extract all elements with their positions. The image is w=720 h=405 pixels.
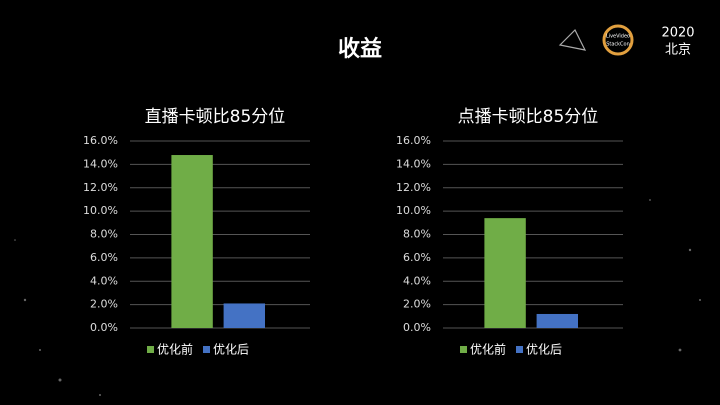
logo-shape — [558, 28, 587, 51]
legend-label: 优化前 — [157, 342, 193, 357]
y-tick-label: 0.0% — [403, 321, 431, 334]
chart-title: 点播卡顿比85分位 — [458, 107, 599, 127]
legend-swatch — [203, 346, 210, 353]
legend-swatch — [516, 346, 523, 353]
y-tick-label: 4.0% — [403, 274, 431, 287]
legend-label: 优化前 — [470, 342, 506, 357]
legend-label: 优化后 — [526, 343, 562, 357]
bar — [171, 155, 213, 328]
logo-ring — [602, 24, 634, 56]
y-tick-label: 0.0% — [90, 321, 118, 334]
y-tick-label: 6.0% — [403, 251, 431, 264]
y-tick-label: 2.0% — [90, 298, 118, 311]
y-tick-label: 12.0% — [396, 181, 431, 194]
slide-title: 收益 — [338, 36, 382, 62]
y-tick-label: 14.0% — [83, 157, 118, 170]
logo-text: StackCon — [606, 42, 630, 48]
bar — [484, 218, 526, 328]
y-tick-label: 16.0% — [83, 134, 118, 147]
event-city: 北京 — [665, 43, 691, 58]
legend-swatch — [147, 346, 154, 353]
y-tick-label: 10.0% — [396, 204, 431, 217]
legend-label: 优化后 — [213, 343, 249, 357]
event-year: 2020 — [661, 26, 694, 41]
y-tick-label: 6.0% — [90, 251, 118, 264]
bar — [536, 313, 578, 328]
y-tick-label: 16.0% — [396, 134, 431, 147]
y-tick-label: 10.0% — [83, 204, 118, 217]
y-tick-label: 14.0% — [396, 157, 431, 170]
chart-title: 直播卡顿比85分位 — [145, 107, 286, 127]
legend-swatch — [460, 346, 467, 353]
y-tick-label: 8.0% — [403, 228, 431, 241]
y-tick-label: 4.0% — [90, 274, 118, 287]
y-tick-label: 2.0% — [403, 298, 431, 311]
logo-text: LiveVideo — [606, 34, 630, 40]
bar — [223, 303, 265, 328]
y-tick-label: 8.0% — [90, 228, 118, 241]
y-tick-label: 12.0% — [83, 181, 118, 194]
star-dots — [14, 199, 701, 396]
